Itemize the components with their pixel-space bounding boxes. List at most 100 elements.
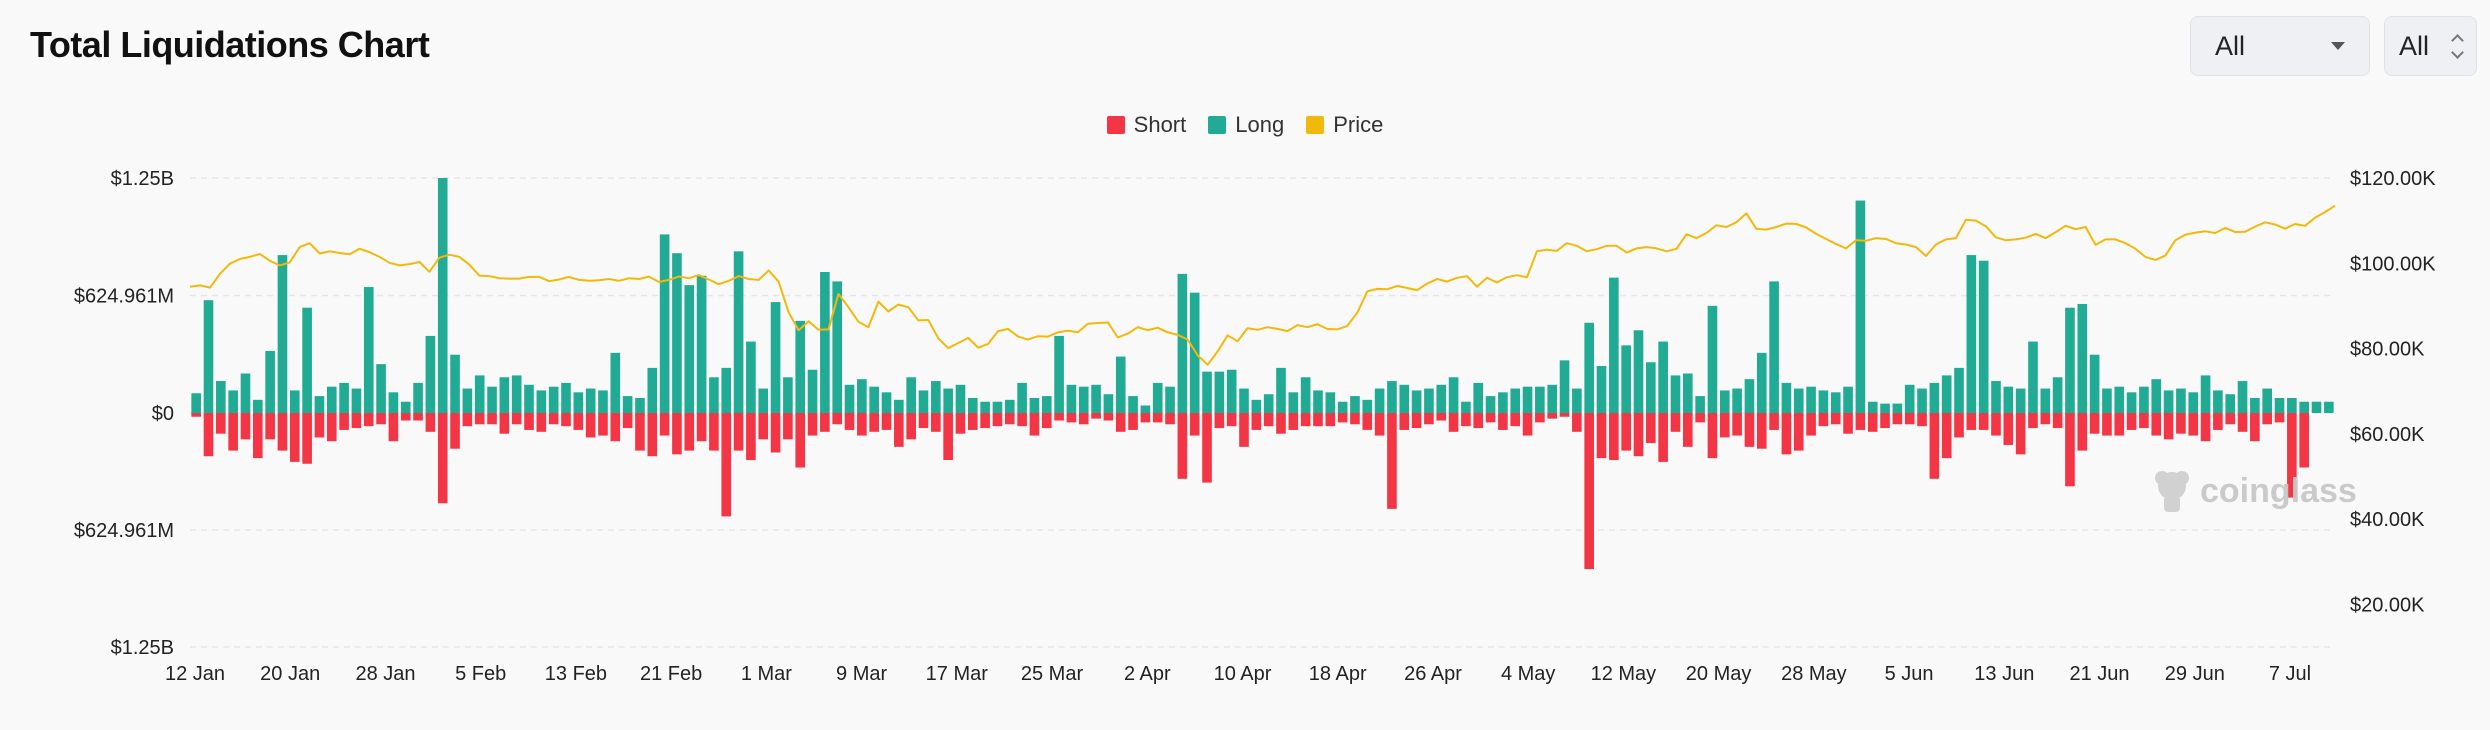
long-bar bbox=[1436, 384, 1447, 413]
long-bar bbox=[2040, 388, 2051, 413]
long-bar bbox=[425, 335, 436, 413]
short-bar bbox=[832, 413, 843, 425]
long-bar bbox=[1152, 382, 1163, 413]
long-bar bbox=[1498, 392, 1508, 413]
short-bar bbox=[1350, 413, 1360, 425]
short-bar bbox=[1276, 413, 1286, 434]
long-bar bbox=[647, 367, 658, 413]
long-bar bbox=[1892, 403, 1903, 413]
short-bar bbox=[2065, 413, 2075, 487]
short-bar bbox=[1103, 413, 1114, 421]
short-bar bbox=[1843, 413, 1853, 434]
short-bar bbox=[783, 413, 793, 440]
long-bar bbox=[1941, 375, 1952, 413]
short-bar bbox=[228, 413, 238, 451]
short-bar bbox=[265, 413, 275, 440]
short-bar bbox=[425, 413, 436, 432]
long-bar bbox=[1041, 396, 1052, 413]
short-bar bbox=[1411, 413, 1422, 429]
short-bar bbox=[1658, 413, 1668, 462]
short-bar bbox=[1855, 413, 1866, 430]
long-bar bbox=[1017, 382, 1027, 413]
short-bar bbox=[1029, 413, 1040, 436]
long-bar bbox=[1325, 392, 1336, 413]
long-bar bbox=[561, 382, 571, 413]
short-bar bbox=[1300, 413, 1311, 427]
short-bar bbox=[1719, 413, 1730, 438]
short-bar bbox=[314, 413, 325, 438]
long-bar bbox=[2237, 381, 2248, 413]
coinglass-watermark: coinglass bbox=[2152, 468, 2357, 514]
short-bar bbox=[1867, 413, 1878, 432]
long-bar bbox=[2188, 392, 2199, 413]
long-bar bbox=[1830, 392, 1841, 413]
short-bar bbox=[1140, 413, 1151, 423]
long-bar bbox=[1572, 388, 1582, 413]
long-bar bbox=[536, 390, 547, 413]
short-bar bbox=[203, 413, 214, 457]
long-bar bbox=[2126, 392, 2137, 413]
short-bar bbox=[388, 413, 399, 442]
short-bar bbox=[376, 413, 386, 425]
long-bar bbox=[1004, 399, 1015, 413]
short-bar bbox=[487, 413, 497, 425]
short-bar bbox=[1177, 413, 1188, 479]
long-bar bbox=[2065, 307, 2075, 413]
short-bar bbox=[709, 413, 719, 451]
legend-label-long: Long bbox=[1235, 112, 1285, 137]
short-bar bbox=[2188, 413, 2199, 436]
y-right-tick-label: $80.00K bbox=[2350, 339, 2425, 361]
long-bar bbox=[721, 367, 732, 413]
long-bar bbox=[992, 401, 1003, 413]
time-range-select[interactable]: All bbox=[2190, 16, 2370, 76]
long-bar bbox=[1128, 396, 1138, 413]
y-right-tick-label: $120.00K bbox=[2350, 168, 2436, 190]
legend-item-long[interactable]: Long bbox=[1208, 112, 1284, 138]
short-bar bbox=[2200, 413, 2211, 442]
long-bar bbox=[2139, 386, 2149, 413]
page-title: Total Liquidations Chart bbox=[30, 24, 430, 65]
short-bar bbox=[1806, 413, 1816, 436]
long-bar bbox=[1251, 399, 1262, 413]
long-bar bbox=[1756, 352, 1767, 413]
long-bar bbox=[1029, 397, 1040, 413]
long-bar bbox=[1485, 396, 1496, 413]
long-bar bbox=[450, 354, 460, 413]
short-bar bbox=[1226, 413, 1237, 427]
long-bar bbox=[1276, 367, 1286, 413]
short-bar bbox=[1547, 413, 1558, 419]
time-range-value: All bbox=[2215, 30, 2246, 61]
long-bar bbox=[733, 251, 744, 413]
short-bar bbox=[1313, 413, 1323, 427]
x-tick-label: 10 Apr bbox=[1214, 663, 1272, 685]
short-bar bbox=[216, 413, 226, 434]
short-bar bbox=[1202, 413, 1212, 483]
legend-item-price[interactable]: Price bbox=[1306, 112, 1383, 138]
legend-item-short[interactable]: Short bbox=[1106, 112, 1187, 138]
price-line bbox=[189, 204, 2336, 366]
short-bar bbox=[2015, 413, 2026, 455]
coin-select[interactable]: All bbox=[2384, 16, 2477, 76]
long-bar bbox=[1719, 390, 1730, 413]
short-bar bbox=[1214, 413, 1225, 429]
long-bar bbox=[2225, 394, 2236, 413]
long-bar bbox=[277, 255, 288, 413]
long-bar bbox=[2287, 397, 2297, 413]
short-bar bbox=[1251, 413, 1262, 430]
long-bar bbox=[1855, 200, 1866, 413]
long-bar bbox=[400, 401, 411, 413]
short-bar bbox=[499, 413, 510, 434]
long-bar bbox=[1547, 384, 1558, 413]
long-bar bbox=[610, 352, 621, 413]
long-bar bbox=[203, 300, 214, 413]
long-bar bbox=[820, 272, 830, 413]
short-bar bbox=[1128, 413, 1138, 430]
short-bar bbox=[1461, 413, 1471, 427]
short-bar bbox=[2151, 413, 2162, 436]
short-bar bbox=[1621, 413, 1631, 451]
short-bar bbox=[2102, 413, 2112, 436]
short-bar bbox=[1682, 413, 1693, 447]
coinglass-logo-icon bbox=[2155, 471, 2189, 512]
legend-label-short: Short bbox=[1133, 112, 1187, 137]
